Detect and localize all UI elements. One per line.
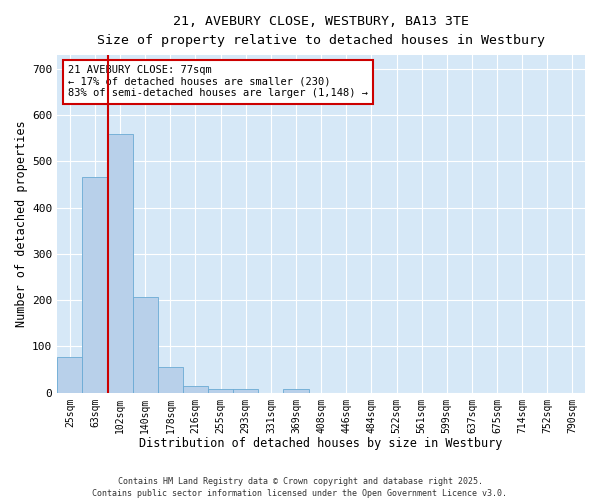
Bar — [283, 389, 308, 392]
Bar — [133, 296, 158, 392]
Text: 21 AVEBURY CLOSE: 77sqm
← 17% of detached houses are smaller (230)
83% of semi-d: 21 AVEBURY CLOSE: 77sqm ← 17% of detache… — [68, 65, 368, 98]
Bar — [158, 368, 183, 392]
Bar — [183, 386, 208, 392]
X-axis label: Distribution of detached houses by size in Westbury: Distribution of detached houses by size … — [139, 437, 503, 450]
Title: 21, AVEBURY CLOSE, WESTBURY, BA13 3TE
Size of property relative to detached hous: 21, AVEBURY CLOSE, WESTBURY, BA13 3TE Si… — [97, 15, 545, 47]
Bar — [233, 388, 259, 392]
Bar — [107, 134, 133, 392]
Y-axis label: Number of detached properties: Number of detached properties — [15, 120, 28, 327]
Text: Contains HM Land Registry data © Crown copyright and database right 2025.
Contai: Contains HM Land Registry data © Crown c… — [92, 476, 508, 498]
Bar — [208, 388, 233, 392]
Bar — [82, 176, 107, 392]
Bar — [57, 356, 82, 392]
